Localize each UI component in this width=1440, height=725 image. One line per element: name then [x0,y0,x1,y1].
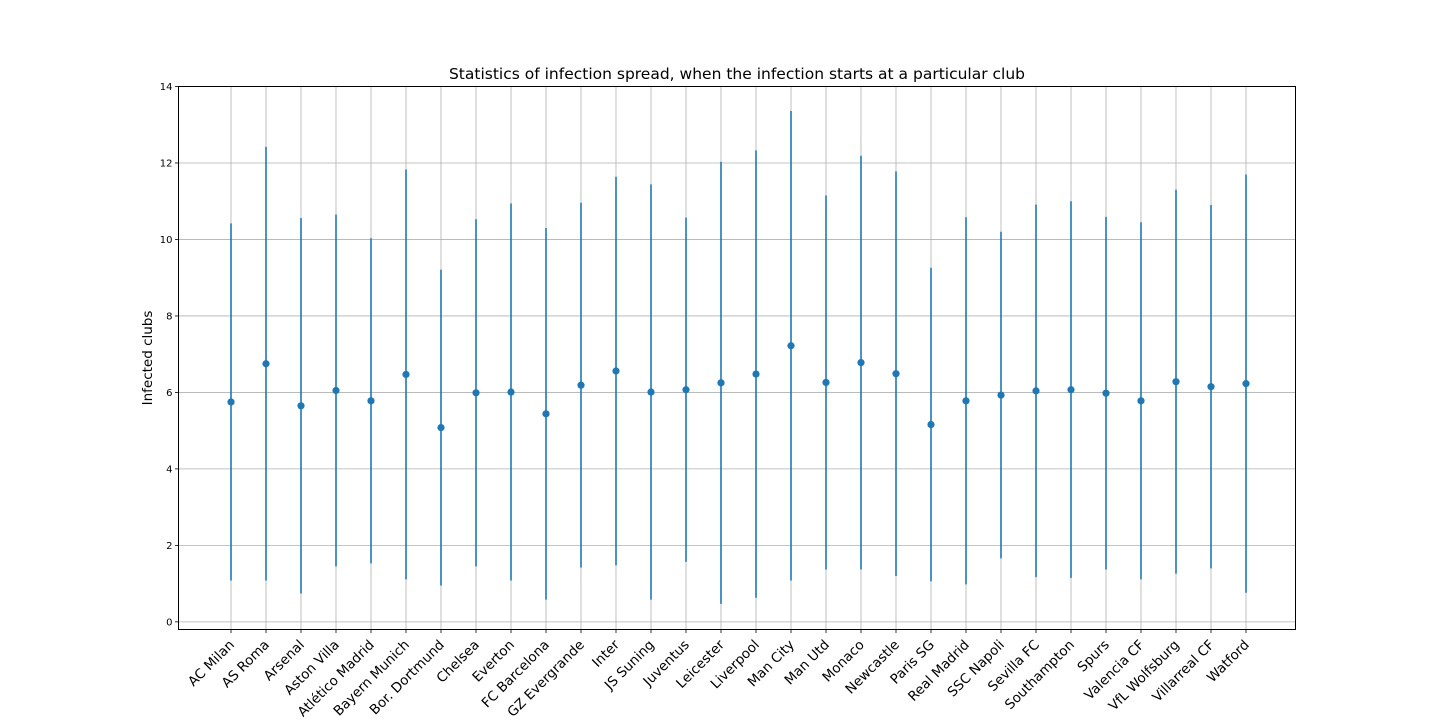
data-point [577,381,585,389]
data-point [1137,397,1145,405]
y-tick-label: 8 [166,311,172,322]
chart-title: Statistics of infection spread, when the… [449,65,1025,83]
data-point [472,389,480,397]
data-point [612,367,620,375]
data-point [717,379,725,387]
data-point [1067,386,1075,394]
data-point [997,391,1005,399]
y-tick-label: 6 [166,388,172,399]
data-point [1172,378,1180,386]
data-point [507,388,515,396]
y-tick-label: 0 [166,617,172,628]
y-axis-ticks: 0 2 4 6 8 10 12 14 [160,82,179,628]
y-tick-label: 2 [166,541,172,552]
data-point [752,370,760,378]
data-point [332,386,340,395]
data-point [962,397,970,405]
data-point [367,397,375,405]
data-point [227,398,235,406]
data-point [927,420,935,429]
y-tick-label: 12 [160,158,173,169]
data-point [647,388,655,396]
data-point [402,370,410,379]
data-point [1102,389,1110,397]
data-point [1207,383,1215,391]
data-points [227,342,1250,432]
data-point [892,370,900,378]
data-point [682,386,690,394]
data-point [787,342,795,350]
data-point [437,423,445,432]
y-axis-label: Infected clubs [140,311,156,406]
data-point [1242,380,1250,388]
data-point [857,358,865,367]
y-tick-label: 14 [160,82,173,93]
data-point [262,360,270,368]
data-point [822,378,830,387]
y-tick-label: 10 [160,235,173,246]
data-point [542,410,550,418]
data-point [297,402,305,410]
plot-frame [178,86,1296,630]
y-tick-label: 4 [166,464,172,475]
data-point [1032,387,1040,395]
